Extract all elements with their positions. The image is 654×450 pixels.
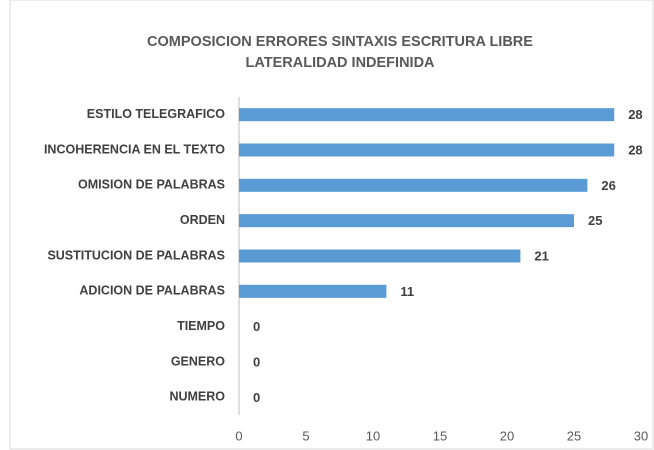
x-tick-label: 5 xyxy=(302,428,309,443)
value-label: 26 xyxy=(601,178,615,193)
bar xyxy=(239,108,615,122)
chart-title: LATERALIDAD INDEFINIDA xyxy=(245,55,435,71)
chart-title: COMPOSICION ERRORES SINTAXIS ESCRITURA L… xyxy=(147,34,533,50)
y-tick-label: ORDEN xyxy=(180,213,225,227)
chart-frame xyxy=(9,0,654,450)
x-tick-label: 30 xyxy=(634,428,648,443)
bar xyxy=(239,249,521,263)
y-tick-label: OMISION DE PALABRAS xyxy=(78,178,225,192)
y-tick-label: ESTILO TELEGRAFICO xyxy=(87,107,225,121)
bar xyxy=(239,214,574,228)
y-tick-label: NUMERO xyxy=(169,390,225,404)
x-tick-label: 20 xyxy=(500,428,514,443)
bar xyxy=(239,143,615,157)
y-tick-label: SUSTITUCION DE PALABRAS xyxy=(47,248,225,262)
x-tick-label: 25 xyxy=(567,428,581,443)
y-tick-label: GENERO xyxy=(171,354,225,368)
x-tick-label: 10 xyxy=(366,428,380,443)
value-label: 21 xyxy=(534,248,548,263)
value-label: 11 xyxy=(400,284,414,299)
value-label: 28 xyxy=(628,142,642,157)
bar xyxy=(239,178,588,192)
x-tick-label: 0 xyxy=(235,428,242,443)
y-tick-label: ADICION DE PALABRAS xyxy=(79,284,225,298)
bar xyxy=(239,284,387,298)
value-label: 25 xyxy=(588,213,602,228)
value-label: 0 xyxy=(253,319,260,334)
value-label: 0 xyxy=(253,354,260,369)
y-tick-label: INCOHERENCIA EN EL TEXTO xyxy=(44,142,225,156)
x-tick-label: 15 xyxy=(433,428,447,443)
value-label: 28 xyxy=(628,107,642,122)
y-tick-label: TIEMPO xyxy=(177,319,225,333)
value-label: 0 xyxy=(253,390,260,405)
